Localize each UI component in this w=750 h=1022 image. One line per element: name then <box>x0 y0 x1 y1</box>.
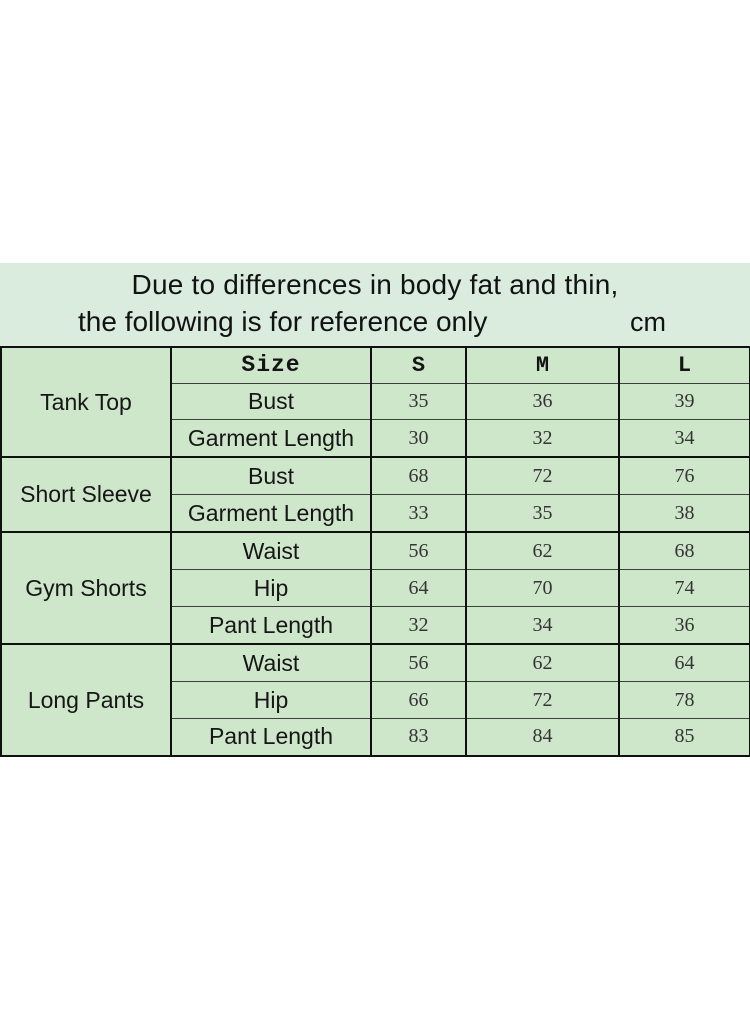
header-title-line1: Due to differences in body fat and thin, <box>131 269 619 300</box>
value-cell: 35 <box>465 494 620 534</box>
value-cell: 76 <box>618 456 750 496</box>
value-cell: 72 <box>465 681 620 719</box>
column-header-l: L <box>618 346 750 384</box>
table-row: Long Pants Waist 56 62 64 <box>0 643 750 757</box>
group-label-long-pants: Long Pants <box>0 643 172 757</box>
value-cell: 34 <box>618 419 750 459</box>
value-cell: 36 <box>465 382 620 421</box>
value-cell: 78 <box>618 681 750 719</box>
table-row: Garment Length 30 32 34 <box>1 419 750 459</box>
measure-label: Pant Length <box>170 606 372 646</box>
value-cell: 30 <box>370 419 467 459</box>
value-cell: 38 <box>618 494 750 534</box>
table-row: Pant Length 32 34 36 <box>1 606 750 646</box>
value-cell: 32 <box>370 606 467 646</box>
value-cell: 56 <box>370 643 467 683</box>
value-cell: 70 <box>465 569 620 608</box>
measure-label: Bust <box>170 382 372 421</box>
header-reference-text: the following is for reference only <box>78 306 488 337</box>
table-row: Bust 35 36 39 <box>1 382 750 421</box>
value-cell: 66 <box>370 681 467 719</box>
measure-label: Garment Length <box>170 494 372 534</box>
value-cell: 64 <box>618 643 750 683</box>
column-header-m: M <box>465 346 620 384</box>
value-cell: 33 <box>370 494 467 534</box>
header-band: Due to differences in body fat and thin,… <box>0 263 750 346</box>
table-row: Hip 64 70 74 <box>1 569 750 608</box>
value-cell: 84 <box>465 717 620 757</box>
value-cell: 36 <box>618 606 750 646</box>
measure-label: Pant Length <box>170 717 372 757</box>
group-label-tank-top: Tank Top <box>0 345 172 459</box>
measure-label: Hip <box>170 681 372 719</box>
measure-label: Hip <box>170 569 372 608</box>
value-cell: 62 <box>465 643 620 683</box>
value-cell: 35 <box>370 382 467 421</box>
column-header-s: S <box>370 346 467 384</box>
measure-label: Waist <box>170 643 372 683</box>
table-row: Garment Length 33 35 38 <box>1 494 750 534</box>
value-cell: 83 <box>370 717 467 757</box>
value-cell: 74 <box>618 569 750 608</box>
value-cell: 64 <box>370 569 467 608</box>
table-row: Pant Length 83 84 85 <box>1 717 750 757</box>
value-cell: 72 <box>465 456 620 496</box>
size-header-row: Tank Top Size S M L <box>0 345 750 459</box>
measure-label: Waist <box>170 531 372 571</box>
header-title-line2: the following is for reference only cm <box>0 303 750 341</box>
table-row: Gym Shorts Waist 56 62 68 <box>0 531 750 646</box>
table-row: Short Sleeve Bust 68 72 76 <box>0 456 750 534</box>
value-cell: 56 <box>370 531 467 571</box>
unit-label: cm <box>630 307 666 337</box>
value-cell: 39 <box>618 382 750 421</box>
value-cell: 34 <box>465 606 620 646</box>
size-header-label: Size <box>170 346 372 384</box>
value-cell: 85 <box>618 717 750 757</box>
group-label-gym-shorts: Gym Shorts <box>0 531 172 646</box>
group-label-short-sleeve: Short Sleeve <box>0 456 172 534</box>
measure-label: Bust <box>170 456 372 496</box>
size-chart-table: Tank Top Size S M L Bust 35 36 39 Garmen… <box>0 345 750 757</box>
value-cell: 62 <box>465 531 620 571</box>
measure-label: Garment Length <box>170 419 372 459</box>
table-row: Hip 66 72 78 <box>1 681 750 719</box>
value-cell: 68 <box>618 531 750 571</box>
value-cell: 32 <box>465 419 620 459</box>
value-cell: 68 <box>370 456 467 496</box>
